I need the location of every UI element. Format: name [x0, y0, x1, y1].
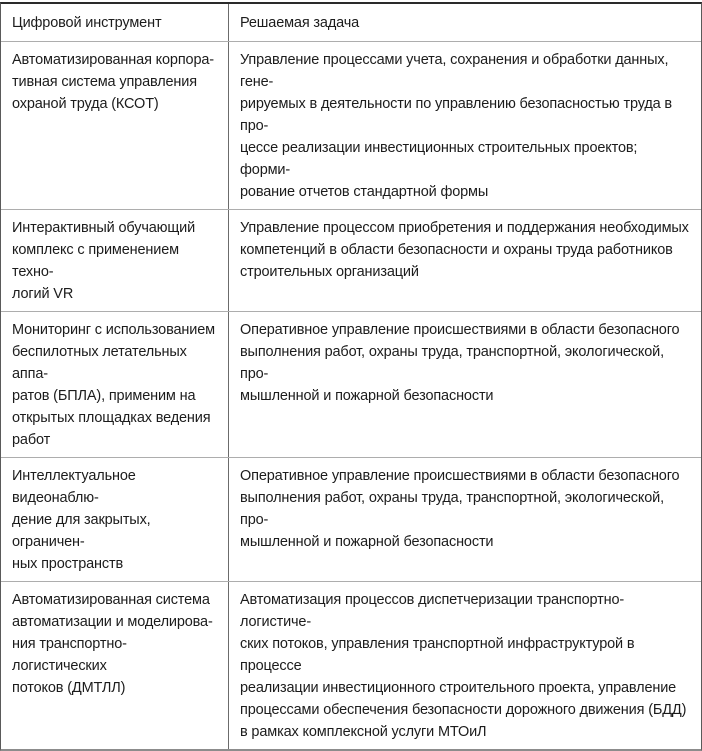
tool-cell: Интеллектуальное видеонаблю- дение для з…	[1, 458, 229, 581]
header-row: Цифровой инструмент Решаемая задача	[1, 4, 701, 42]
table-row: Мониторинг с использованием беспилотных …	[1, 312, 701, 458]
table-row: Интеллектуальное видеонаблю- дение для з…	[1, 458, 701, 582]
task-cell: Оперативное управление происшествиями в …	[240, 322, 680, 404]
table-header: Цифровой инструмент Решаемая задача	[1, 4, 701, 42]
header-cell-tool: Цифровой инструмент	[1, 4, 229, 41]
table-row: Автоматизированная корпора- тивная систе…	[1, 42, 701, 210]
table-row: Автоматизированная система автоматизации…	[1, 582, 701, 749]
table-row: Интерактивный обучающий комплекс с приме…	[1, 210, 701, 312]
header-cell-task: Решаемая задача	[240, 15, 360, 31]
table-body: Автоматизированная корпора- тивная систе…	[1, 42, 701, 749]
tool-cell: Мониторинг с использованием беспилотных …	[1, 312, 229, 457]
tool-cell: Автоматизированная система автоматизации…	[1, 582, 229, 749]
task-cell: Автоматизация процессов диспетчеризации …	[240, 592, 687, 740]
task-cell: Управление процессами учета, сохранения …	[240, 52, 672, 200]
task-cell: Оперативное управление происшествиями в …	[240, 468, 680, 550]
task-cell: Управление процессом приобретения и подд…	[240, 220, 689, 280]
tool-cell: Автоматизированная корпора- тивная систе…	[1, 42, 229, 209]
tool-cell: Интерактивный обучающий комплекс с приме…	[1, 210, 229, 311]
